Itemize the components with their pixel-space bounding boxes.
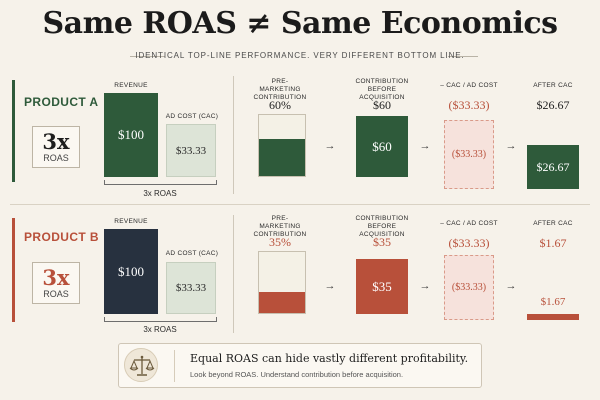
product-b-aftercac-bar-label: $1.67 [540,296,566,308]
product-b-roas-label: ROAS [43,289,69,299]
product-a-bracket-right [216,180,217,184]
product-a-contribution-value: $60 [373,98,391,112]
column-divider-b [233,215,234,333]
row-divider [10,204,590,205]
subtitle-rule-right [448,56,478,57]
balance-scale-icon [124,348,158,382]
product-a-roas-value: 3x [42,129,70,154]
product-b-arrow-3: → [505,280,517,292]
product-b-roas-box: 3x ROAS [32,262,80,304]
product-a-roas-label: ROAS [43,153,69,163]
product-b-aftercac-bar [527,314,579,320]
product-b-premarketing-fill [259,291,305,313]
product-a-revenue-label: REVENUE [114,82,148,89]
product-a-bracket [104,184,217,185]
product-a-label: PRODUCT A [24,95,99,109]
product-b-revenue-bar: $100 [104,229,158,314]
product-b-contribution-value: $35 [373,235,391,249]
callout-divider [174,350,175,382]
column-divider-a [233,76,234,194]
product-b-label: PRODUCT B [24,230,99,244]
product-b-revenue-label: REVENUE [114,218,148,225]
product-a-adcost-label: AD COST (CAC) [165,113,219,120]
product-a-roas-box: 3x ROAS [32,126,80,168]
product-a-revenue-bar: $100 [104,93,158,177]
product-a-contribution-label: CONTRIBUTION BEFORE ACQUISITION [355,78,409,101]
product-b-roas-value: 3x [42,265,70,290]
subtitle-rule-left [130,56,165,57]
takeaway-subtext: Look beyond ROAS. Understand contributio… [190,370,404,379]
page-subtitle: IDENTICAL TOP-LINE PERFORMANCE. VERY DIF… [135,51,465,60]
product-a-premarketing-value: 60% [269,98,291,112]
product-b-accent-bar [12,218,15,322]
product-b-premarketing-value: 35% [269,235,291,249]
product-b-bracket-left [104,317,105,321]
product-b-aftercac-value: $1.67 [539,236,567,250]
product-b-premarketing-label: PRE-MARKETING CONTRIBUTION [253,215,307,238]
product-a-aftercac-label: AFTER CAC [533,82,573,89]
product-b-bracket-label: 3x ROAS [143,325,177,334]
product-a-cac-value: ($33.33) [448,98,490,112]
product-a-premarketing-fill [259,139,305,176]
product-a-arrow-1: → [324,140,336,152]
product-a-bracket-left [104,180,105,184]
takeaway-headline: Equal ROAS can hide vastly different pro… [190,352,469,365]
takeaway-callout [118,343,482,388]
product-b-aftercac-label: AFTER CAC [533,220,573,227]
product-a-aftercac-value: $26.67 [536,98,570,112]
product-a-contribution-bar: $60 [356,116,408,177]
product-a-premarketing-box [258,114,306,177]
page-title: Same ROAS ≠ Same Economics [42,6,558,41]
product-a-premarketing-label: PRE-MARKETING CONTRIBUTION [253,78,307,101]
product-a-cac-label: – CAC / AD COST [440,82,498,89]
product-b-arrow-1: → [324,280,336,292]
product-a-arrow-3: → [505,140,517,152]
product-b-premarketing-box [258,251,306,314]
product-a-adcost-bar: $33.33 [166,124,216,177]
product-b-bracket [104,321,217,322]
product-a-bracket-label: 3x ROAS [143,189,177,198]
product-b-adcost-bar: $33.33 [166,262,216,314]
product-b-contribution-bar: $35 [356,259,408,314]
product-a-aftercac-bar: $26.67 [527,145,579,189]
product-a-arrow-2: → [419,140,431,152]
product-a-cac-bar: ($33.33) [444,120,494,189]
product-b-contribution-label: CONTRIBUTION BEFORE ACQUISITION [355,215,409,238]
product-b-cac-label: – CAC / AD COST [440,220,498,227]
product-b-arrow-2: → [419,280,431,292]
product-b-cac-value: ($33.33) [448,236,490,250]
product-b-cac-bar: ($33.33) [444,255,494,320]
product-b-adcost-label: AD COST (CAC) [165,250,219,257]
product-a-accent-bar [12,80,15,182]
product-b-bracket-right [216,317,217,321]
